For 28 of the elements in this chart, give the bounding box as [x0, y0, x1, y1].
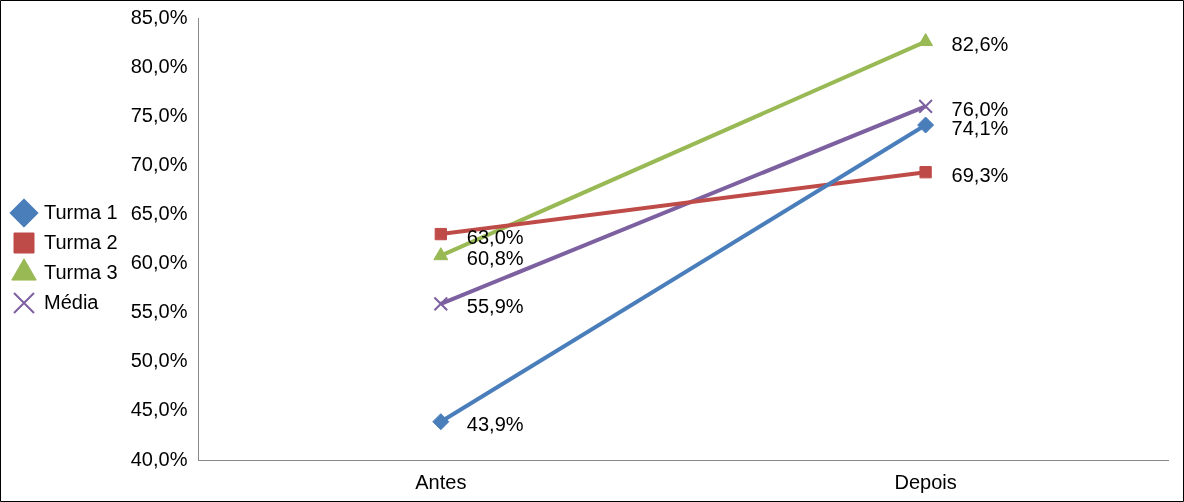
y-tick-label: 70,0%	[130, 152, 188, 175]
y-tick-label: 50,0%	[130, 349, 188, 372]
point	[432, 413, 450, 431]
x-tick-label: Antes	[415, 470, 467, 493]
x-tick-label: Depois	[894, 470, 957, 493]
point	[919, 166, 932, 179]
point	[434, 227, 447, 241]
y-tick-label: 55,0%	[130, 300, 188, 323]
data-label: 43,9%	[466, 413, 524, 436]
data-label: 60,8%	[466, 247, 524, 270]
y-tick-label: 80,0%	[130, 54, 188, 77]
y-tick-label: 65,0%	[130, 201, 188, 224]
data-label: 55,9%	[466, 295, 524, 318]
data-label: 82,6%	[951, 33, 1009, 56]
data-label: 69,3%	[951, 163, 1009, 186]
data-label: 76,0%	[951, 97, 1009, 120]
y-tick-label: 85,0%	[130, 5, 188, 28]
y-tick-label: 40,0%	[130, 447, 188, 470]
legend-label: Turma 2	[44, 230, 118, 253]
legend-label: Turma 1	[44, 200, 118, 223]
y-tick-label: 45,0%	[130, 398, 188, 421]
point	[433, 296, 449, 312]
point	[917, 116, 935, 134]
point	[918, 99, 933, 114]
legend-label: Média	[44, 290, 100, 313]
y-tick-label: 60,0%	[130, 251, 188, 274]
y-tick-label: 75,0%	[130, 103, 188, 126]
legend-label: Turma 3	[44, 260, 118, 283]
